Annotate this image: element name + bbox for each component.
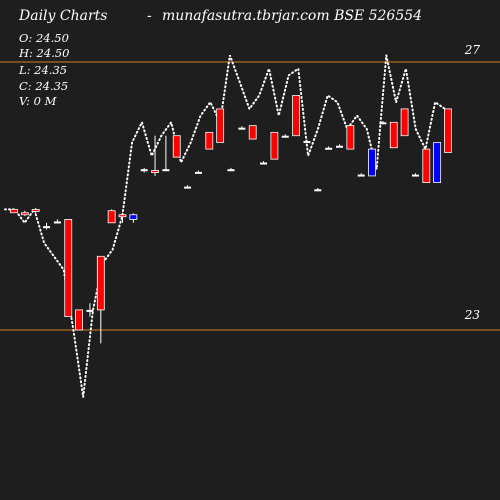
candle-body [107, 210, 116, 224]
candle-body [444, 108, 452, 153]
candle-body [346, 125, 355, 150]
candle-body [216, 108, 225, 143]
candle-body [96, 255, 105, 311]
close-readout: C: 24.35 [19, 79, 69, 93]
candle-body [151, 170, 159, 173]
candle-body [433, 141, 442, 183]
candle-body [43, 226, 51, 229]
candle-body [303, 141, 311, 144]
candle-body [205, 131, 214, 150]
candle-body [184, 186, 192, 189]
candle-body [118, 214, 127, 218]
candle-body [194, 171, 202, 174]
candle-body [270, 131, 279, 160]
candle-body [31, 208, 40, 212]
high-readout: H: 24.50 [19, 46, 70, 60]
candle-body [10, 208, 18, 214]
candle-body [238, 127, 246, 130]
candle-body [411, 174, 419, 177]
candle-body [292, 95, 301, 137]
candle-body [162, 169, 170, 172]
candle-body [140, 169, 148, 172]
volume-readout: V: 0 M [19, 94, 57, 108]
chart-source: munafasutra.tbrjar.com BSE 526554 [162, 8, 423, 24]
candle-body [314, 189, 322, 192]
level-label-23: 23 [464, 308, 480, 322]
candle-body [248, 125, 257, 140]
candle-body [422, 148, 431, 184]
candle-body [53, 221, 61, 224]
candle-body [389, 121, 398, 149]
title-separator: - [147, 8, 152, 24]
chart-title: Daily Charts [19, 8, 108, 24]
candle-body [64, 219, 73, 317]
candle-body [129, 214, 138, 220]
candle-body [325, 147, 333, 150]
candle-body [172, 135, 181, 158]
open-readout: O: 24.50 [19, 31, 69, 45]
candle-body [368, 148, 376, 177]
candle-body [336, 145, 343, 148]
candle-body [20, 212, 29, 216]
candle-body [86, 309, 94, 312]
candle-body [357, 174, 365, 177]
level-label-27: 27 [464, 43, 480, 57]
candle-body [75, 309, 83, 331]
low-readout: L: 24.35 [19, 63, 68, 77]
candle-body [227, 169, 235, 172]
candle-body [260, 162, 268, 165]
candle-body [400, 108, 409, 137]
candle-body [379, 122, 387, 125]
candle-body [281, 135, 289, 138]
